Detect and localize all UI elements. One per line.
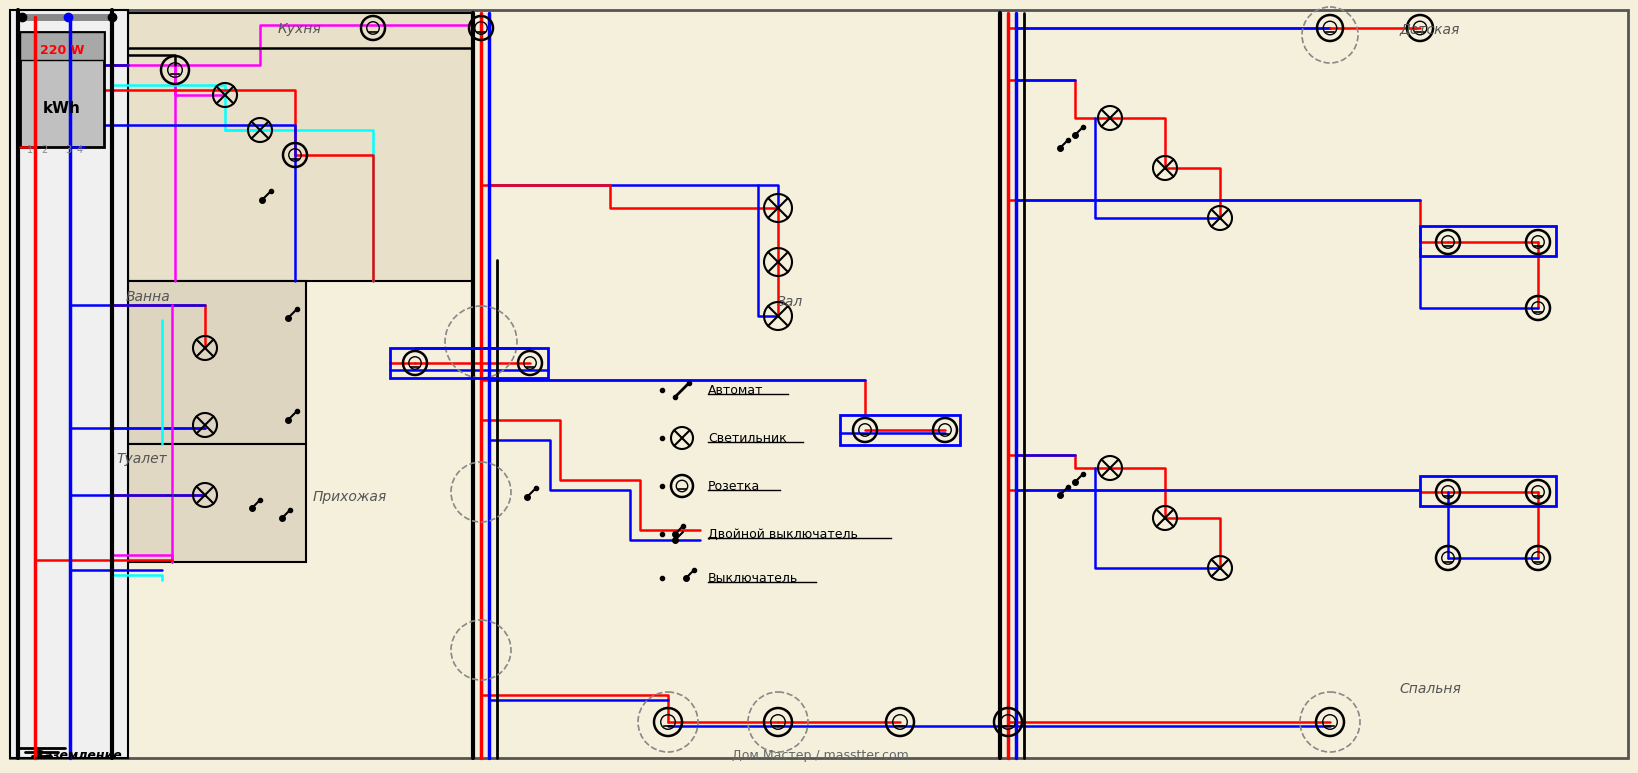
Text: Двойной выключатель: Двойной выключатель xyxy=(708,527,858,540)
Text: Спальня: Спальня xyxy=(1399,682,1461,696)
Text: Розетка: Розетка xyxy=(708,479,760,492)
Text: 220 W: 220 W xyxy=(39,43,84,56)
Bar xyxy=(20,32,103,60)
Text: Выключатель: Выключатель xyxy=(708,571,798,584)
Text: Дом Мастер / masstter.com: Дом Мастер / masstter.com xyxy=(732,749,909,762)
Bar xyxy=(20,32,103,147)
Bar xyxy=(390,348,549,378)
Text: 1: 1 xyxy=(26,145,33,155)
Text: Детская: Детская xyxy=(1400,22,1459,36)
Bar xyxy=(128,281,306,444)
Text: Кухня: Кухня xyxy=(278,22,323,36)
Text: Ванна: Ванна xyxy=(126,290,170,304)
Text: Зал: Зал xyxy=(776,295,803,309)
Text: 4: 4 xyxy=(77,145,84,155)
Text: 2: 2 xyxy=(41,145,48,155)
Bar xyxy=(1420,476,1556,506)
Bar xyxy=(128,13,473,281)
Bar xyxy=(1420,226,1556,256)
Text: kWh: kWh xyxy=(43,100,80,115)
Text: Заземление: Заземление xyxy=(34,749,121,762)
Text: 3: 3 xyxy=(66,145,70,155)
Text: Прихожая: Прихожая xyxy=(313,490,387,504)
Bar xyxy=(840,415,960,445)
Text: Автомат: Автомат xyxy=(708,383,763,397)
Text: Туалет: Туалет xyxy=(116,452,167,466)
Bar xyxy=(128,444,306,562)
Bar xyxy=(10,10,128,758)
Text: Светильник: Светильник xyxy=(708,431,786,444)
